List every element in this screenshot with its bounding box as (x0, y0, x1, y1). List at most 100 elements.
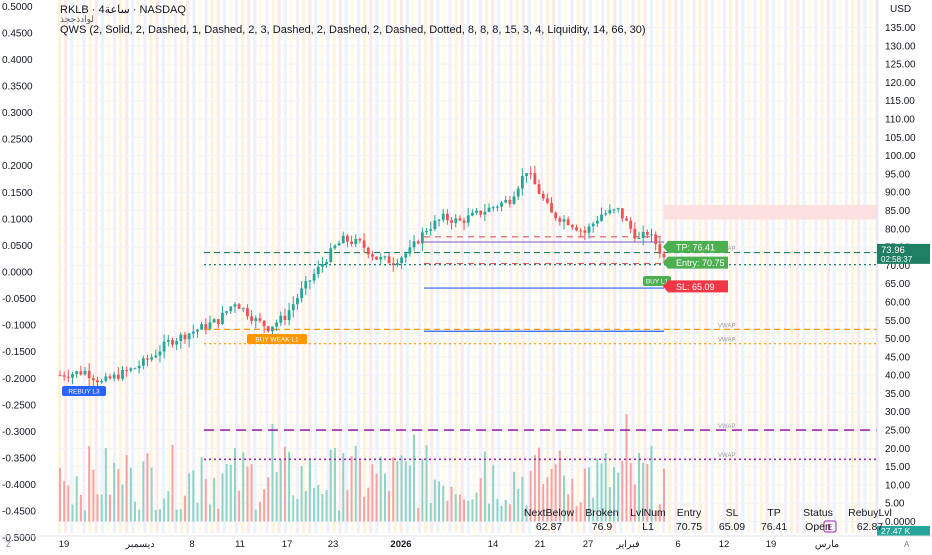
candle-body[interactable] (112, 374, 116, 379)
candle-body[interactable] (637, 237, 641, 239)
candle-body[interactable] (187, 333, 191, 340)
volume-badge[interactable] (877, 526, 930, 536)
current-price-badge[interactable] (877, 243, 930, 264)
candle-body[interactable] (583, 230, 587, 233)
candle-body[interactable] (208, 322, 212, 329)
candle-body[interactable] (475, 210, 478, 213)
candle-body[interactable] (62, 375, 66, 377)
candle-body[interactable] (504, 199, 508, 203)
candle-body[interactable] (279, 315, 283, 323)
candle-body[interactable] (146, 358, 149, 360)
candle-body[interactable] (658, 244, 662, 254)
candle-body[interactable] (387, 256, 391, 264)
candle-body[interactable] (100, 380, 104, 383)
candle-body[interactable] (271, 326, 274, 332)
candle-body[interactable] (650, 234, 653, 236)
candle-body[interactable] (537, 184, 541, 194)
sl-label-flag[interactable] (663, 280, 728, 293)
candle-body[interactable] (233, 304, 237, 307)
candle-body[interactable] (400, 257, 403, 264)
candle-body[interactable] (550, 202, 553, 213)
candle-body[interactable] (291, 304, 295, 311)
candle-body[interactable] (391, 263, 395, 265)
candle-body[interactable] (425, 230, 428, 233)
candle-body[interactable] (58, 375, 62, 377)
candle-body[interactable] (254, 318, 258, 321)
candle-body[interactable] (241, 308, 245, 310)
candle-body[interactable] (520, 176, 524, 189)
candle-body[interactable] (529, 173, 533, 175)
candle-body[interactable] (125, 369, 129, 371)
candle-body[interactable] (321, 264, 324, 267)
candle-body[interactable] (591, 223, 595, 227)
candle-body[interactable] (162, 341, 166, 352)
candle-body[interactable] (516, 188, 520, 197)
earnings-icon[interactable] (823, 520, 837, 533)
tp-label-flag[interactable] (663, 240, 728, 253)
candle-body[interactable] (416, 241, 420, 244)
candle-body[interactable] (495, 206, 499, 208)
candle-body[interactable] (454, 218, 458, 223)
candle-body[interactable] (654, 234, 658, 245)
entry-label-flag[interactable] (663, 256, 728, 269)
candle-body[interactable] (296, 298, 299, 305)
symbol-line[interactable]: RKLB · 4ساعة · NASDAQ (60, 4, 186, 16)
candle-body[interactable] (379, 256, 383, 260)
candle-body[interactable] (371, 254, 374, 257)
candle-body[interactable] (96, 380, 99, 383)
candle-body[interactable] (91, 378, 95, 381)
candle-body[interactable] (316, 266, 320, 275)
candle-body[interactable] (229, 306, 233, 312)
candle-body[interactable] (129, 368, 133, 371)
candle-body[interactable] (412, 241, 416, 248)
candle-body[interactable] (562, 219, 566, 222)
candle-body[interactable] (350, 241, 353, 244)
candle-body[interactable] (175, 341, 179, 345)
candle-body[interactable] (429, 229, 433, 231)
candle-body[interactable] (487, 207, 491, 212)
candle-body[interactable] (366, 247, 370, 255)
candle-body[interactable] (600, 214, 603, 221)
candle-body[interactable] (579, 230, 583, 232)
candle-body[interactable] (408, 247, 412, 254)
candle-body[interactable] (404, 253, 408, 258)
buy-weak-l1-label-box[interactable] (247, 334, 307, 344)
indicator-line[interactable]: QWS (2, Solid, 2, Dashed, 1, Dashed, 2, … (60, 24, 646, 36)
candle-body[interactable] (641, 232, 645, 238)
candle-body[interactable] (225, 311, 229, 313)
candle-body[interactable] (141, 358, 145, 366)
candle-body[interactable] (462, 220, 466, 223)
candle-body[interactable] (171, 340, 174, 345)
candle-body[interactable] (312, 274, 316, 281)
candle-body[interactable] (212, 319, 216, 323)
candle-body[interactable] (512, 196, 516, 204)
candle-body[interactable] (437, 219, 441, 221)
candle-body[interactable] (433, 220, 437, 230)
candle-body[interactable] (629, 220, 633, 229)
candle-body[interactable] (633, 228, 637, 239)
candle-body[interactable] (154, 355, 158, 358)
candle-body[interactable] (83, 370, 87, 375)
candle-body[interactable] (308, 280, 312, 282)
candle-body[interactable] (283, 315, 287, 320)
candle-body[interactable] (200, 324, 204, 330)
candle-body[interactable] (108, 376, 112, 379)
candle-body[interactable] (333, 245, 337, 249)
candle-body[interactable] (575, 227, 578, 231)
candle-body[interactable] (79, 371, 83, 375)
candle-body[interactable] (375, 256, 378, 260)
candle-body[interactable] (616, 208, 620, 210)
candle-body[interactable] (300, 288, 303, 299)
candle-body[interactable] (158, 351, 162, 356)
candle-body[interactable] (133, 368, 137, 370)
candle-body[interactable] (337, 243, 341, 246)
candle-body[interactable] (483, 211, 487, 215)
candle-body[interactable] (466, 215, 470, 223)
candle-body[interactable] (104, 376, 108, 381)
candle-body[interactable] (566, 219, 570, 226)
candle-body[interactable] (258, 318, 262, 321)
candle-body[interactable] (645, 232, 649, 235)
candle-body[interactable] (445, 213, 449, 221)
